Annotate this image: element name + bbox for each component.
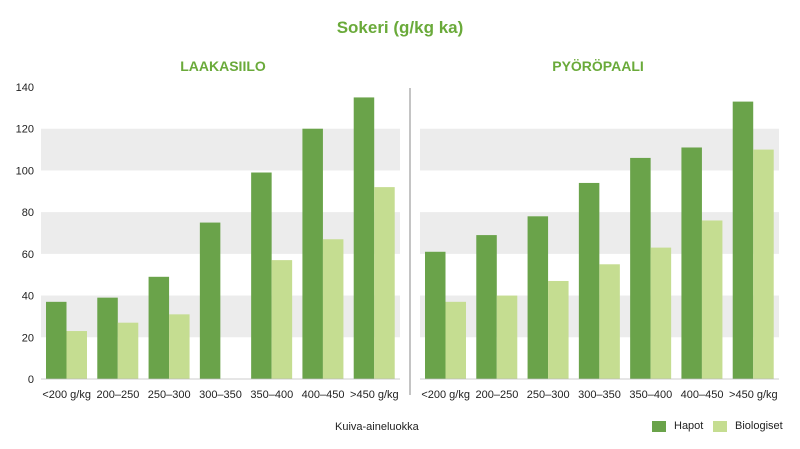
x-tick-label: 400–450 <box>302 389 345 401</box>
bar-pyoropaali-hapot <box>681 147 702 379</box>
y-tick-label: 20 <box>22 332 34 344</box>
x-tick-label: >450 g/kg <box>350 389 399 401</box>
bar-laakasiilo-biologiset <box>322 239 344 379</box>
x-axis-title: Kuiva-aineluokka <box>335 421 419 433</box>
bar-pyoropaali-biologiset <box>753 149 774 379</box>
chart-title: Sokeri (g/kg ka) <box>336 18 464 37</box>
x-tick-label: 300–350 <box>199 389 242 401</box>
y-tick-label: 120 <box>16 124 34 136</box>
legend-swatch-hapot <box>652 420 666 432</box>
grid-band <box>420 128 779 171</box>
legend-label-hapot: Hapot <box>674 420 704 432</box>
bar-laakasiilo-biologiset <box>117 322 139 379</box>
x-tick-label: 300–350 <box>578 389 621 401</box>
bar-pyoropaali-biologiset <box>548 280 569 379</box>
x-tick-label: 250–300 <box>527 389 570 401</box>
legend-item-hapot: Hapot <box>652 420 703 432</box>
x-tick-label: <200 g/kg <box>421 389 470 401</box>
bar-laakasiilo-hapot <box>199 222 221 379</box>
bar-laakasiilo-hapot <box>97 297 118 379</box>
bar-pyoropaali-biologiset <box>496 295 518 379</box>
y-tick-label: 40 <box>22 291 34 303</box>
x-tick-label: 200–250 <box>476 389 519 401</box>
bar-laakasiilo-hapot <box>251 172 272 379</box>
bar-laakasiilo-hapot <box>46 301 67 379</box>
bar-pyoropaali-hapot <box>476 235 497 379</box>
legend-swatch-biologiset <box>713 420 727 432</box>
bar-laakasiilo-hapot <box>353 97 375 379</box>
y-tick-label: 80 <box>22 207 34 219</box>
y-tick-label: 140 <box>16 82 34 94</box>
y-tick-label: 0 <box>28 374 34 386</box>
bar-laakasiilo-hapot <box>302 128 323 379</box>
x-tick-label: 250–300 <box>148 389 191 401</box>
bar-pyoropaali-biologiset <box>701 220 723 379</box>
y-tick-label: 60 <box>22 249 34 261</box>
bar-pyoropaali-hapot <box>425 251 446 379</box>
bar-laakasiilo-biologiset <box>374 187 395 379</box>
y-tick-label: 100 <box>16 165 34 177</box>
x-tick-label: <200 g/kg <box>42 389 91 401</box>
x-tick-label: 350–400 <box>629 389 672 401</box>
x-tick-label: 350–400 <box>250 389 293 401</box>
bar-laakasiilo-biologiset <box>66 331 87 379</box>
bar-pyoropaali-biologiset <box>445 301 466 379</box>
x-tick-label: 400–450 <box>681 389 724 401</box>
bar-pyoropaali-biologiset <box>599 264 620 379</box>
x-tick-label: >450 g/kg <box>729 389 778 401</box>
bar-pyoropaali-hapot <box>732 101 754 379</box>
bar-pyoropaali-biologiset <box>650 247 672 379</box>
grid-band <box>41 212 400 254</box>
bar-laakasiilo-biologiset <box>169 314 190 379</box>
bar-pyoropaali-hapot <box>578 182 600 379</box>
bar-pyoropaali-hapot <box>527 216 549 379</box>
grid-band <box>41 295 400 338</box>
grid-band <box>41 128 400 171</box>
x-tick-label: 200–250 <box>97 389 140 401</box>
bar-laakasiilo-biologiset <box>271 260 293 379</box>
bar-laakasiilo-hapot <box>148 276 170 379</box>
panel-title-pyoropaali: PYÖRÖPAALI <box>552 58 644 74</box>
panel-title-laakasiilo: LAAKASIILO <box>180 58 266 74</box>
legend-label-biologiset: Biologiset <box>735 420 783 432</box>
bar-pyoropaali-hapot <box>630 157 651 379</box>
legend-item-biologiset: Biologiset <box>713 420 783 432</box>
grid-band <box>420 212 779 254</box>
